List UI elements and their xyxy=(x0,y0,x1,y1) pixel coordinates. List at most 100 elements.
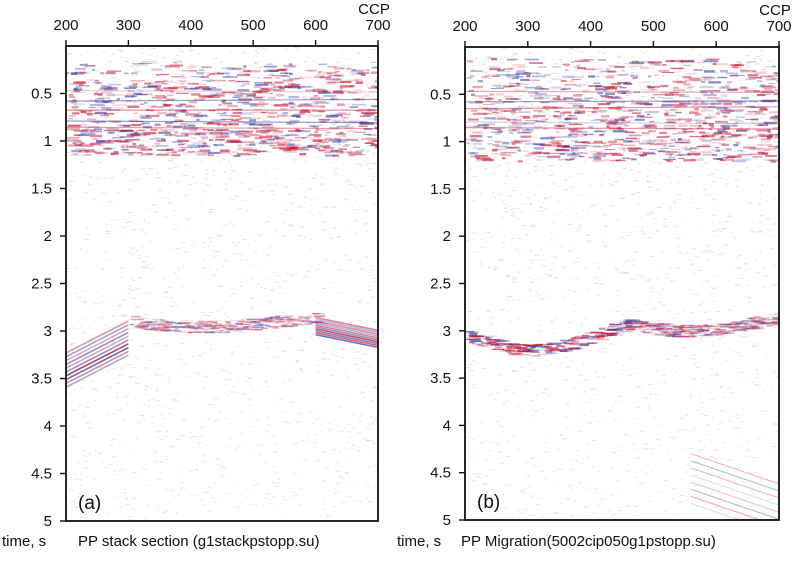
noise-speck xyxy=(642,89,647,90)
noise-speck xyxy=(715,99,717,101)
noise-speck xyxy=(230,288,234,290)
reflector-stroke xyxy=(272,85,284,89)
noise-speck xyxy=(368,289,370,291)
noise-speck xyxy=(321,57,325,59)
noise-speck xyxy=(776,141,778,143)
reflector-stroke xyxy=(491,128,501,130)
noise-speck xyxy=(210,348,212,350)
noise-speck xyxy=(178,499,180,501)
noise-speck xyxy=(538,324,542,326)
noise-speck xyxy=(250,328,254,330)
noise-speck xyxy=(634,351,637,353)
noise-speck xyxy=(276,492,279,494)
noise-speck xyxy=(698,449,704,451)
noise-speck xyxy=(576,172,582,174)
reflector-stroke xyxy=(240,85,245,87)
noise-speck xyxy=(341,75,346,77)
noise-speck xyxy=(644,474,648,476)
noise-speck xyxy=(516,405,518,407)
noise-speck xyxy=(663,510,668,512)
noise-speck xyxy=(348,270,351,272)
reflector-stroke xyxy=(277,144,289,147)
noise-speck xyxy=(167,378,170,380)
noise-speck xyxy=(634,387,639,389)
noise-speck xyxy=(727,216,733,218)
noise-speck xyxy=(229,247,231,249)
noise-speck xyxy=(252,58,256,60)
noise-speck xyxy=(374,513,378,515)
noise-speck xyxy=(732,201,735,203)
noise-speck xyxy=(481,442,485,443)
noise-speck xyxy=(145,247,147,249)
reflector-stroke xyxy=(157,318,163,320)
noise-speck xyxy=(693,513,695,515)
noise-speck xyxy=(626,464,630,466)
reflector-stroke xyxy=(282,115,297,117)
noise-speck xyxy=(147,53,150,55)
noise-speck xyxy=(702,189,706,191)
noise-speck xyxy=(360,391,366,393)
reflector-stroke xyxy=(80,110,92,113)
noise-speck xyxy=(685,113,688,115)
noise-speck xyxy=(254,321,258,323)
noise-speck xyxy=(335,293,338,295)
reflector-stroke xyxy=(213,71,221,74)
noise-speck xyxy=(342,174,344,176)
reflector-stroke xyxy=(684,146,689,149)
noise-speck xyxy=(488,469,494,471)
noise-speck xyxy=(468,318,470,320)
noise-speck xyxy=(739,378,742,380)
reflector-stroke xyxy=(272,147,287,150)
noise-speck xyxy=(124,61,129,63)
reflector-stroke xyxy=(250,142,261,144)
y-tick-label: 0.5 xyxy=(31,86,52,103)
reflector-stroke xyxy=(221,326,228,328)
reflector-stroke xyxy=(136,324,149,326)
reflector-stroke xyxy=(79,144,94,147)
reflector-stroke xyxy=(235,132,244,135)
reflector-stroke xyxy=(150,327,156,330)
noise-speck xyxy=(477,351,479,353)
noise-speck xyxy=(554,319,557,321)
reflector-stroke xyxy=(334,152,348,154)
reflector-stroke xyxy=(210,320,223,322)
noise-speck xyxy=(358,52,361,53)
noise-speck xyxy=(317,213,319,215)
noise-speck xyxy=(712,69,717,71)
noise-speck xyxy=(585,123,589,125)
noise-speck xyxy=(771,240,773,242)
noise-speck xyxy=(564,65,569,67)
reflector-stroke xyxy=(720,135,725,138)
noise-speck xyxy=(182,129,185,131)
reflector-stroke xyxy=(184,325,195,327)
reflector-stroke xyxy=(263,128,277,132)
noise-speck xyxy=(613,481,615,483)
reflector-stroke xyxy=(281,70,287,72)
reflector-stroke xyxy=(712,133,716,136)
reflector-stroke xyxy=(159,322,173,324)
noise-speck xyxy=(470,330,474,332)
noise-speck xyxy=(584,318,589,319)
noise-speck xyxy=(589,206,594,208)
noise-speck xyxy=(675,350,677,351)
noise-speck xyxy=(633,505,639,507)
noise-speck xyxy=(549,274,552,276)
noise-speck xyxy=(334,61,340,63)
noise-speck xyxy=(69,198,72,200)
noise-speck xyxy=(189,76,193,77)
reflector-stroke xyxy=(236,73,250,77)
noise-speck xyxy=(635,60,639,62)
reflector-stroke xyxy=(220,330,225,332)
reflector-stroke xyxy=(488,66,500,68)
noise-speck xyxy=(717,260,722,262)
noise-speck xyxy=(161,511,167,513)
reflector-stroke xyxy=(524,143,536,145)
reflector-stroke xyxy=(375,112,378,114)
noise-speck xyxy=(588,213,590,215)
reflector-stroke xyxy=(568,128,578,131)
noise-speck xyxy=(266,416,269,418)
reflector-stroke xyxy=(751,121,766,124)
noise-speck xyxy=(277,117,279,119)
noise-speck xyxy=(88,505,92,507)
noise-speck xyxy=(745,449,749,451)
